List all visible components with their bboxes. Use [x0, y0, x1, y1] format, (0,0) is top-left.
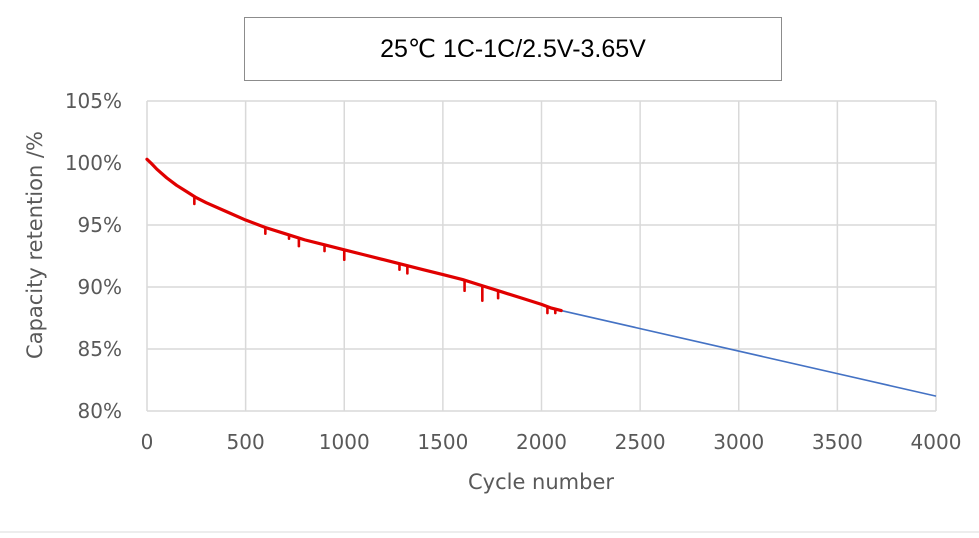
x-tick-label: 4000 — [911, 430, 962, 454]
x-tick-label: 3000 — [713, 430, 764, 454]
y-tick-label: 85% — [78, 337, 122, 361]
grid — [146, 100, 937, 412]
x-tick-label: 1500 — [417, 430, 468, 454]
tick-labels: 0 500 1000 1500 2000 2500 3000 3500 4000 80% 85% 90… — [65, 89, 962, 454]
y-tick-label: 105% — [65, 89, 122, 113]
bottom-divider — [0, 531, 979, 533]
chart-title: 25℃ 1C-1C/2.5V-3.65V — [244, 17, 782, 81]
y-axis-label: Capacity retention /% — [23, 131, 47, 359]
y-tick-label: 90% — [78, 275, 122, 299]
x-tick-label: 2500 — [615, 430, 666, 454]
x-tick-label: 1000 — [319, 430, 370, 454]
y-tick-label: 100% — [65, 151, 122, 175]
series — [145, 157, 937, 397]
x-tick-label: 2000 — [516, 430, 567, 454]
x-axis-label: Cycle number — [468, 470, 614, 494]
extrapolated-line — [561, 309, 937, 397]
x-tick-label: 0 — [141, 430, 154, 454]
y-tick-label: 80% — [78, 399, 122, 423]
x-tick-label: 500 — [227, 430, 265, 454]
x-tick-label: 3500 — [812, 430, 863, 454]
y-tick-label: 95% — [78, 213, 122, 237]
measured-line — [145, 157, 563, 313]
